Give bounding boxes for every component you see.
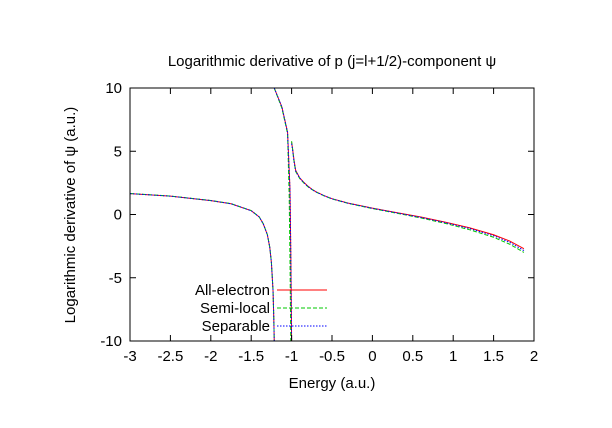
series-semi-local <box>129 87 525 342</box>
series-line-2-branch-0 <box>129 193 275 342</box>
x-tick-label: 0 <box>368 348 376 365</box>
series-line-1-branch-1 <box>273 87 292 342</box>
y-tick-label: -10 <box>100 333 122 350</box>
x-tick-label: -1.5 <box>238 348 264 365</box>
ticks-layer: -3 -2.5 -2 -1.5 -1 -0.5 0 0.5 1 1.5 2 -10 -5 0 5 10 <box>100 80 538 365</box>
x-tick-label: -2 <box>204 348 217 365</box>
x-tick-label: -3 <box>123 348 136 365</box>
x-tick-label: -2.5 <box>157 348 183 365</box>
legend-label: Separable <box>202 318 270 335</box>
x-tick-label: -0.5 <box>319 348 345 365</box>
y-tick-label: 0 <box>114 207 122 224</box>
chart-title: Logarithmic derivative of p (j=l+1/2)-co… <box>168 53 496 70</box>
series-layer <box>129 87 525 342</box>
y-axis-label: Logarithmic derivative of ψ (a.u.) <box>62 107 79 324</box>
series-line-2-branch-1 <box>273 87 293 342</box>
series-line-0-branch-2 <box>291 142 525 250</box>
legend-label: Semi-local <box>200 300 270 317</box>
plot-frame <box>129 87 535 342</box>
x-tick-label: -1 <box>285 348 298 365</box>
series-line-2-branch-2 <box>291 143 525 251</box>
x-tick-label: 0.5 <box>402 348 423 365</box>
x-tick-label: 1 <box>449 348 457 365</box>
legend-label: All-electron <box>195 282 270 299</box>
y-tick-label: 10 <box>105 80 122 97</box>
x-axis-label: Energy (a.u.) <box>289 375 376 392</box>
x-tick-label: 2 <box>530 348 538 365</box>
y-tick-label: 5 <box>114 143 122 160</box>
series-separable <box>129 87 525 342</box>
y-tick-label: -5 <box>109 270 122 287</box>
x-tick-label: 1.5 <box>483 348 504 365</box>
series-all-electron <box>129 87 525 342</box>
